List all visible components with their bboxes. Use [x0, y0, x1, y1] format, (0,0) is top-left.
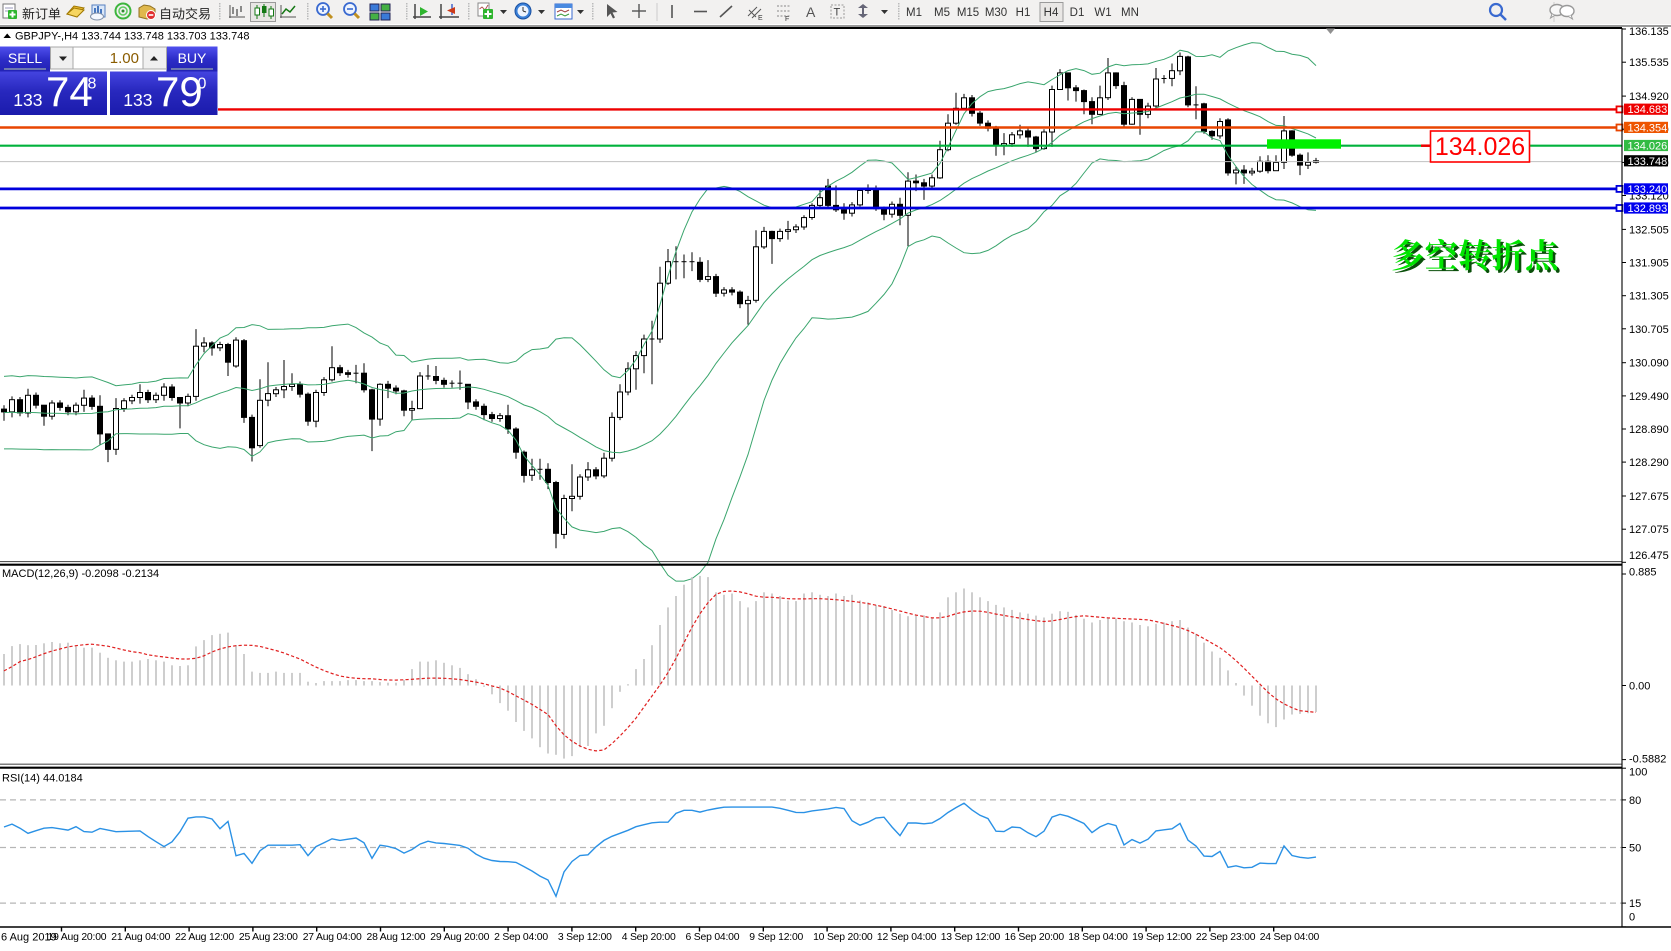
svg-text:134.920: 134.920 [1629, 91, 1669, 103]
svg-text:130.705: 130.705 [1629, 324, 1669, 336]
svg-text:13 Sep 12:00: 13 Sep 12:00 [941, 932, 1001, 943]
svg-text:134.354: 134.354 [1628, 122, 1668, 134]
svg-text:18 Sep 04:00: 18 Sep 04:00 [1068, 932, 1128, 943]
svg-text:0.885: 0.885 [1629, 567, 1657, 579]
svg-text:132.505: 132.505 [1629, 224, 1669, 236]
svg-text:MACD(12,26,9) -0.2098 -0.2134: MACD(12,26,9) -0.2098 -0.2134 [2, 568, 159, 580]
svg-text:28 Aug 12:00: 28 Aug 12:00 [367, 932, 426, 943]
svg-text:0: 0 [198, 76, 207, 93]
svg-text:M5: M5 [934, 7, 950, 19]
svg-text:M30: M30 [985, 7, 1007, 19]
svg-text:24 Sep 04:00: 24 Sep 04:00 [1260, 932, 1320, 943]
svg-text:RSI(14) 44.0184: RSI(14) 44.0184 [2, 773, 83, 785]
svg-text:29 Aug 20:00: 29 Aug 20:00 [430, 932, 489, 943]
svg-text:126.475: 126.475 [1629, 550, 1669, 562]
svg-text:22 Sep 23:00: 22 Sep 23:00 [1196, 932, 1256, 943]
svg-text:25 Aug 23:00: 25 Aug 23:00 [239, 932, 298, 943]
svg-text:133.240: 133.240 [1628, 184, 1668, 196]
svg-text:9 Sep 12:00: 9 Sep 12:00 [749, 932, 803, 943]
svg-text:132.893: 132.893 [1628, 203, 1668, 215]
svg-text:21 Aug 04:00: 21 Aug 04:00 [111, 932, 170, 943]
svg-text:M1: M1 [906, 7, 922, 19]
svg-text:MN: MN [1121, 7, 1139, 19]
svg-text:W1: W1 [1094, 7, 1111, 19]
svg-text:8: 8 [88, 76, 97, 93]
svg-text:-0.5882: -0.5882 [1629, 754, 1666, 766]
svg-text:22 Aug 12:00: 22 Aug 12:00 [175, 932, 234, 943]
svg-text:0: 0 [1629, 912, 1635, 924]
svg-text:1.00: 1.00 [110, 50, 139, 67]
svg-text:129.490: 129.490 [1629, 391, 1669, 403]
svg-text:133: 133 [13, 90, 42, 110]
svg-text:T: T [834, 7, 841, 19]
svg-text:H4: H4 [1044, 7, 1059, 19]
svg-text:136.135: 136.135 [1629, 27, 1669, 38]
svg-text:15: 15 [1629, 898, 1641, 910]
svg-text:135.535: 135.535 [1629, 57, 1669, 69]
svg-text:127.075: 127.075 [1629, 524, 1669, 536]
svg-text:6 Sep 04:00: 6 Sep 04:00 [686, 932, 740, 943]
svg-text:133.748: 133.748 [1628, 156, 1668, 168]
svg-text:128.890: 128.890 [1629, 424, 1669, 436]
svg-text:128.290: 128.290 [1629, 457, 1669, 469]
svg-text:100: 100 [1629, 767, 1647, 779]
svg-text:10 Sep 20:00: 10 Sep 20:00 [813, 932, 873, 943]
svg-text:12 Sep 04:00: 12 Sep 04:00 [877, 932, 937, 943]
svg-text:E: E [758, 15, 763, 22]
svg-text:3 Sep 12:00: 3 Sep 12:00 [558, 932, 612, 943]
svg-text:74: 74 [46, 68, 93, 115]
svg-text:6 Aug 2019: 6 Aug 2019 [1, 932, 57, 944]
svg-text:BUY: BUY [178, 50, 207, 66]
svg-text:0.00: 0.00 [1629, 681, 1650, 693]
svg-text:50: 50 [1629, 843, 1641, 855]
svg-text:134.026: 134.026 [1435, 133, 1525, 161]
svg-text:80: 80 [1629, 795, 1641, 807]
svg-text:SELL: SELL [8, 50, 42, 66]
svg-text:134.683: 134.683 [1628, 104, 1668, 116]
svg-text:127.675: 127.675 [1629, 491, 1669, 503]
svg-text:131.305: 131.305 [1629, 291, 1669, 303]
svg-text:2 Sep 04:00: 2 Sep 04:00 [494, 932, 548, 943]
svg-text:A: A [806, 4, 816, 20]
svg-text:GBPJPY-,H4 133.744 133.748 13: GBPJPY-,H4 133.744 133.748 133.703 133.7… [15, 31, 249, 43]
svg-text:19 Aug 20:00: 19 Aug 20:00 [48, 932, 107, 943]
svg-text:79: 79 [156, 68, 203, 115]
svg-text:27 Aug 04:00: 27 Aug 04:00 [303, 932, 362, 943]
svg-text:133: 133 [123, 90, 152, 110]
svg-text:D1: D1 [1070, 7, 1085, 19]
svg-text:19 Sep 12:00: 19 Sep 12:00 [1132, 932, 1192, 943]
svg-text:16 Sep 20:00: 16 Sep 20:00 [1005, 932, 1065, 943]
svg-text:131.905: 131.905 [1629, 258, 1669, 270]
svg-text:130.090: 130.090 [1629, 358, 1669, 370]
svg-text:H1: H1 [1016, 7, 1031, 19]
svg-text:134.026: 134.026 [1628, 141, 1668, 153]
svg-text:F: F [785, 16, 789, 23]
svg-text:4 Sep 20:00: 4 Sep 20:00 [622, 932, 676, 943]
svg-text:M15: M15 [957, 7, 979, 19]
